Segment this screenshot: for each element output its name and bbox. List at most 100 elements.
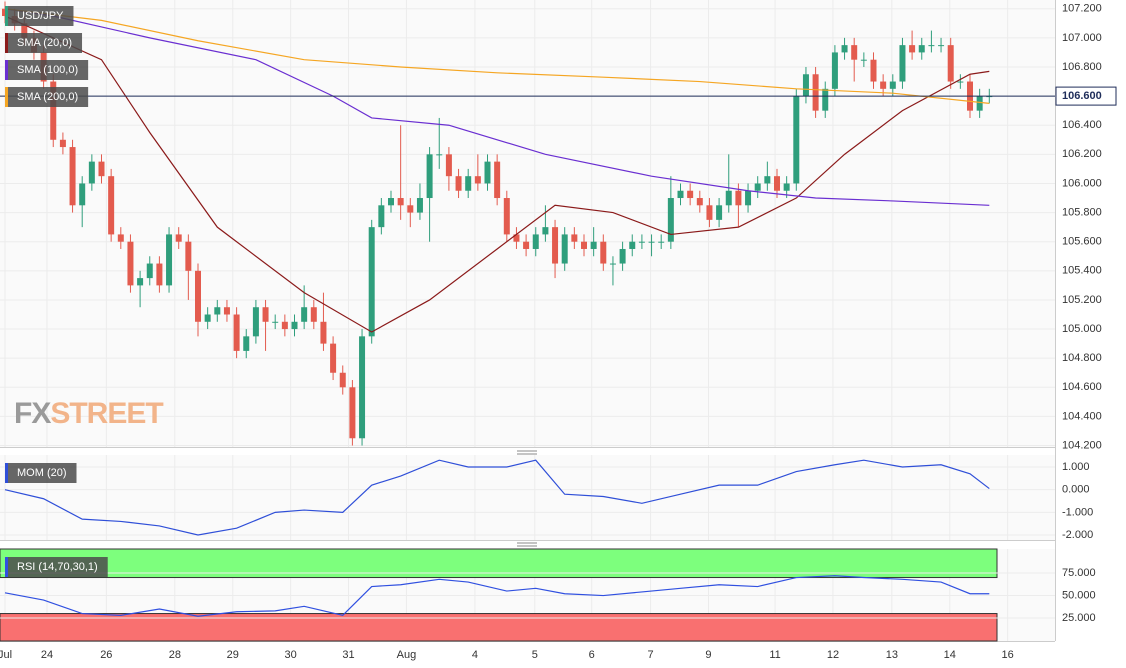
candle-body bbox=[368, 227, 375, 337]
resize-handle[interactable] bbox=[517, 450, 537, 547]
candle-body bbox=[281, 321, 288, 330]
candle-body bbox=[619, 248, 626, 264]
candle-body bbox=[648, 241, 655, 243]
x-tick-label: 30 bbox=[285, 649, 297, 661]
candle-body bbox=[899, 45, 906, 82]
candle-body bbox=[272, 321, 279, 323]
x-tick-label: 9 bbox=[705, 649, 711, 661]
candle-body bbox=[976, 96, 983, 111]
candle-body bbox=[889, 81, 896, 89]
candle-body bbox=[513, 234, 520, 242]
legend-swatch bbox=[5, 6, 8, 26]
candle-body bbox=[629, 241, 636, 249]
x-tick-label: 26 bbox=[100, 649, 112, 661]
candle-body bbox=[523, 241, 530, 249]
legend-label: SMA (20,0) bbox=[17, 37, 72, 49]
candle-body bbox=[407, 205, 414, 213]
candle-body bbox=[909, 45, 916, 53]
candle-body bbox=[50, 81, 57, 140]
candle-body bbox=[388, 198, 394, 206]
legend-swatch bbox=[5, 60, 8, 80]
candle-body bbox=[416, 198, 423, 213]
candle-body bbox=[21, 23, 28, 38]
candle-body bbox=[455, 176, 462, 191]
candle-body bbox=[503, 198, 510, 235]
candle-body bbox=[301, 307, 308, 322]
legend-box bbox=[5, 60, 89, 80]
candle-body bbox=[918, 45, 925, 53]
y-tick-label: 106.800 bbox=[1062, 61, 1102, 73]
candle-body bbox=[69, 147, 76, 206]
candle-body bbox=[725, 190, 732, 206]
y-tick-label: 105.400 bbox=[1062, 265, 1102, 277]
sma-line bbox=[4, 15, 990, 333]
candle-body bbox=[166, 234, 173, 286]
candle-body bbox=[195, 270, 201, 322]
y-tick-label: 0.000 bbox=[1062, 484, 1090, 496]
candle-body bbox=[359, 336, 366, 439]
logo-street: STREET bbox=[50, 397, 163, 430]
candle-body bbox=[600, 241, 607, 264]
candle-body bbox=[706, 205, 713, 220]
candle-body bbox=[667, 198, 674, 242]
candle-body bbox=[658, 241, 665, 243]
candle-body bbox=[204, 314, 211, 322]
candle-body bbox=[88, 161, 95, 184]
y-tick-label: 105.200 bbox=[1062, 294, 1102, 306]
x-tick-label: 6 bbox=[589, 649, 595, 661]
indicator-line bbox=[4, 575, 990, 617]
y-tick-label: 105.000 bbox=[1062, 323, 1102, 335]
candle-body bbox=[426, 154, 433, 199]
y-tick-label: 50.000 bbox=[1062, 589, 1096, 601]
y-tick-label: 104.400 bbox=[1062, 410, 1102, 422]
legend-box bbox=[5, 557, 108, 577]
legend-swatch bbox=[5, 87, 8, 107]
y-tick-label: 105.600 bbox=[1062, 236, 1102, 248]
candle-body bbox=[137, 278, 144, 286]
legend-label: SMA (100,0) bbox=[17, 64, 78, 76]
legend-label: RSI (14,70,30,1) bbox=[17, 561, 98, 573]
x-tick-label: 5 bbox=[532, 649, 538, 661]
candle-body bbox=[938, 45, 945, 47]
candle-body bbox=[581, 241, 587, 249]
x-tick-label: Aug bbox=[397, 649, 417, 661]
y-tick-label: 106.000 bbox=[1062, 177, 1102, 189]
y-tick-label: -1.000 bbox=[1062, 506, 1093, 518]
legend-label: MOM (20) bbox=[17, 467, 67, 479]
x-tick-label: 24 bbox=[41, 649, 53, 661]
indicator-line bbox=[4, 459, 990, 536]
y-tick-label: 1.000 bbox=[1062, 461, 1090, 473]
candle-body bbox=[310, 307, 317, 322]
legend-item: SMA (100,0) bbox=[5, 60, 89, 80]
y-tick-label: 104.800 bbox=[1062, 352, 1102, 364]
candle-body bbox=[822, 88, 829, 111]
x-tick-label: 31 bbox=[342, 649, 354, 661]
legend-swatch bbox=[5, 33, 8, 53]
candle-body bbox=[571, 234, 578, 242]
candle-body bbox=[185, 241, 192, 271]
candle-body bbox=[552, 227, 559, 264]
legend-item: SMA (200,0) bbox=[5, 87, 89, 107]
candle-body bbox=[957, 81, 964, 83]
x-tick-label: 12 bbox=[827, 649, 839, 661]
candle-body bbox=[156, 263, 163, 286]
x-tick-label: 28 bbox=[169, 649, 181, 661]
candle-body bbox=[330, 343, 337, 373]
candle-body bbox=[223, 307, 230, 315]
legend-label: USD/JPY bbox=[17, 10, 64, 22]
candle-body bbox=[252, 307, 259, 337]
candle-body bbox=[108, 176, 115, 235]
legend-box bbox=[5, 87, 89, 107]
candle-body bbox=[98, 161, 105, 177]
candle-body bbox=[928, 45, 935, 47]
candle-body bbox=[851, 45, 858, 60]
legend-item: USD/JPY bbox=[5, 6, 74, 26]
x-tick-label: 16 bbox=[1002, 649, 1014, 661]
x-tick-label: 7 bbox=[648, 649, 654, 661]
candle-body bbox=[127, 241, 134, 286]
x-tick-label: 29 bbox=[227, 649, 239, 661]
x-tick-label: 13 bbox=[886, 649, 898, 661]
candle-body bbox=[764, 176, 771, 184]
candle-body bbox=[532, 234, 539, 249]
